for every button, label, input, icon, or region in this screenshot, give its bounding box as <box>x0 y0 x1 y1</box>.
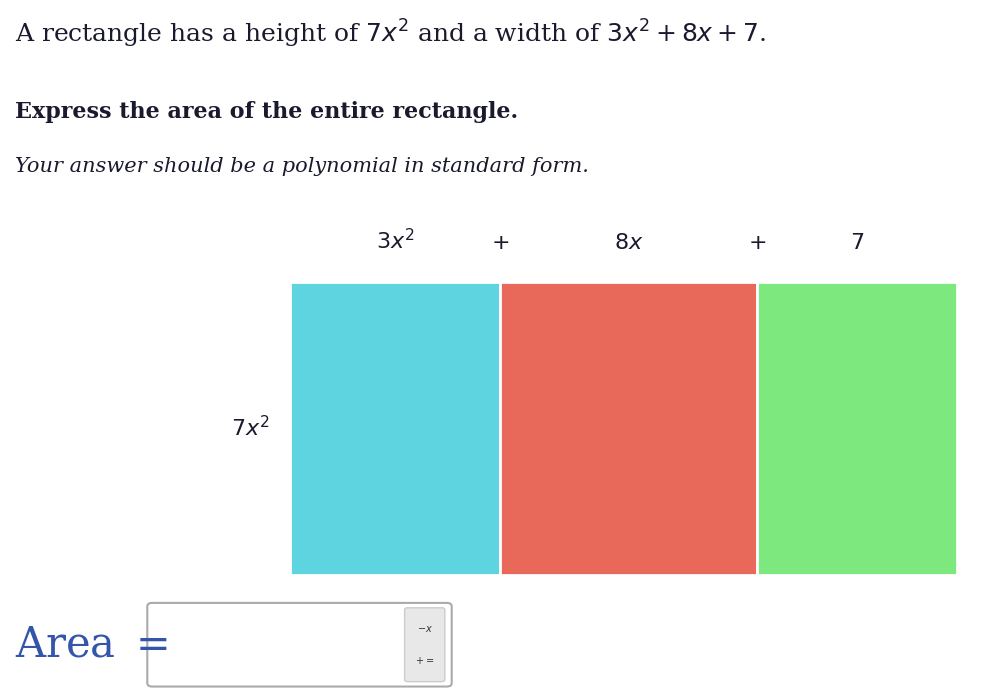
Text: Area $=$: Area $=$ <box>15 624 168 666</box>
Text: $3x^2$: $3x^2$ <box>375 229 414 254</box>
Text: $+=$: $+=$ <box>415 654 434 666</box>
Text: $-x$: $-x$ <box>416 625 433 634</box>
Text: $7$: $7$ <box>850 232 864 254</box>
Text: $7x^2$: $7x^2$ <box>232 416 270 441</box>
Text: Your answer should be a polynomial in standard form.: Your answer should be a polynomial in st… <box>15 157 588 176</box>
Text: Express the area of the entire rectangle.: Express the area of the entire rectangle… <box>15 101 518 123</box>
Text: $8x$: $8x$ <box>614 232 643 254</box>
Text: $+$: $+$ <box>491 232 509 254</box>
Text: A rectangle has a height of $7x^2$ and a width of $3x^2 + 8x + 7$.: A rectangle has a height of $7x^2$ and a… <box>15 17 766 49</box>
Text: $+$: $+$ <box>748 232 766 254</box>
